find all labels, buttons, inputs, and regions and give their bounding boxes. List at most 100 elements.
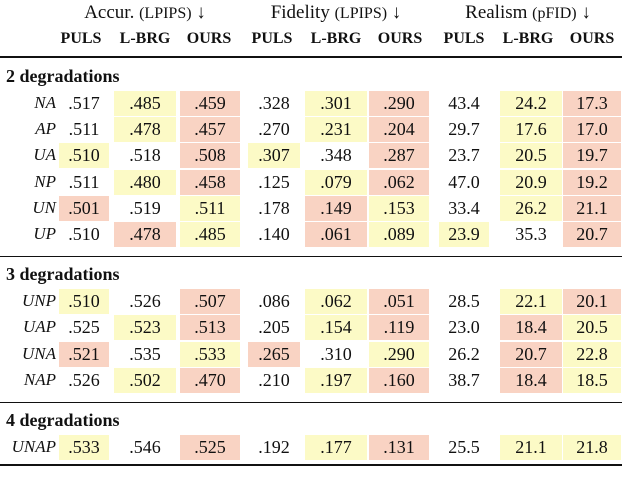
cell: .502 xyxy=(114,367,176,393)
cell: 17.6 xyxy=(500,117,562,143)
cell: .518 xyxy=(129,145,161,166)
cell: .192 xyxy=(258,437,290,457)
row-label: NP xyxy=(34,171,56,191)
section-title: 4 degradations xyxy=(6,410,120,430)
cell: .154 xyxy=(305,315,367,341)
cell: 20.1 xyxy=(563,289,621,315)
cell: .089 xyxy=(369,222,429,247)
method-header: L-BRG xyxy=(310,30,362,47)
rule xyxy=(0,464,622,467)
cell: .470 xyxy=(180,367,240,393)
cell: .210 xyxy=(258,369,290,390)
cell: .523 xyxy=(114,315,176,341)
cell: .307 xyxy=(248,143,300,169)
cell: .535 xyxy=(129,343,161,364)
row-label: UA xyxy=(33,145,56,165)
cell: .510 xyxy=(59,143,109,169)
cell: .149 xyxy=(305,195,367,221)
cell: .478 xyxy=(114,222,176,247)
cell: .458 xyxy=(180,169,240,195)
cell: .508 xyxy=(180,143,240,169)
cell: 20.7 xyxy=(563,222,621,247)
cell: 26.2 xyxy=(500,195,562,221)
cell: .533 xyxy=(180,341,240,367)
method-header: PULS xyxy=(251,30,293,47)
row-label: UP xyxy=(33,224,56,243)
group-metric: (LPIPS) xyxy=(334,5,388,22)
method-header: OURS xyxy=(569,30,615,47)
cell: .204 xyxy=(369,117,429,143)
cell: .507 xyxy=(180,289,240,315)
row-label: NAP xyxy=(23,369,56,389)
cell: .546 xyxy=(129,437,161,457)
group-arrow: ↓ xyxy=(196,2,206,23)
cell: 24.2 xyxy=(500,91,562,116)
method-header: L-BRG xyxy=(502,30,554,47)
row-label: UNAP xyxy=(11,437,56,456)
cell: .086 xyxy=(258,291,290,312)
cell: 19.7 xyxy=(563,143,621,169)
cell: .511 xyxy=(68,119,100,140)
cell: 23.9 xyxy=(439,222,489,247)
cell: 47.0 xyxy=(448,171,480,192)
method-header: PULS xyxy=(60,30,102,47)
cell: 17.0 xyxy=(563,117,621,143)
cell: 23.0 xyxy=(448,317,480,338)
cell: 43.4 xyxy=(448,93,480,113)
cell: .205 xyxy=(258,317,290,338)
cell: 22.1 xyxy=(500,289,562,315)
cell: .160 xyxy=(369,367,429,393)
cell: .459 xyxy=(180,91,240,116)
cell: 18.4 xyxy=(500,367,562,393)
cell: .480 xyxy=(114,169,176,195)
cell: .328 xyxy=(258,93,290,113)
rule xyxy=(0,256,622,258)
cell: .062 xyxy=(369,169,429,195)
cell: .457 xyxy=(180,117,240,143)
cell: 28.5 xyxy=(448,291,480,312)
cell: .525 xyxy=(68,317,100,338)
cell: 33.4 xyxy=(448,197,480,218)
cell: .197 xyxy=(305,367,367,393)
cell: .290 xyxy=(369,341,429,367)
cell: .265 xyxy=(248,341,300,367)
row-label: NA xyxy=(34,93,56,112)
cell: .513 xyxy=(180,315,240,341)
cell: 20.5 xyxy=(563,315,621,341)
row-label: UNP xyxy=(22,291,56,311)
cell: .051 xyxy=(369,289,429,315)
cell: .526 xyxy=(129,291,161,312)
cell: 18.4 xyxy=(500,315,562,341)
group-arrow: ↓ xyxy=(581,2,591,23)
cell: .177 xyxy=(305,435,367,460)
cell: .511 xyxy=(68,171,100,192)
cell: .510 xyxy=(68,224,100,244)
method-header: L-BRG xyxy=(119,30,171,47)
cell: 35.3 xyxy=(515,224,547,244)
section-title: 3 degradations xyxy=(6,264,120,285)
cell: .178 xyxy=(258,197,290,218)
cell: 21.1 xyxy=(563,195,621,221)
cell: .119 xyxy=(369,315,429,341)
group-metric: (pFID) xyxy=(532,5,577,22)
cell: .533 xyxy=(59,435,109,460)
cell: .525 xyxy=(180,435,240,460)
cell: .061 xyxy=(305,222,367,247)
cell: 25.5 xyxy=(448,437,480,457)
cell: 20.5 xyxy=(500,143,562,169)
cell: 26.2 xyxy=(448,343,480,364)
cell: .062 xyxy=(305,289,367,315)
cell: .310 xyxy=(320,343,352,364)
cell: .510 xyxy=(59,289,109,315)
group-metric: (LPIPS) xyxy=(139,5,192,22)
cell: 23.7 xyxy=(448,145,480,166)
rule xyxy=(0,402,622,403)
cell: 21.1 xyxy=(500,435,562,460)
cell: .270 xyxy=(258,119,290,140)
cell: 22.8 xyxy=(563,341,621,367)
cell: 21.8 xyxy=(563,435,621,460)
cell: .519 xyxy=(129,197,161,218)
cell: 20.7 xyxy=(500,341,562,367)
cell: .517 xyxy=(68,93,100,113)
group-header: Accur. (LPIPS) ↓ xyxy=(84,2,206,24)
